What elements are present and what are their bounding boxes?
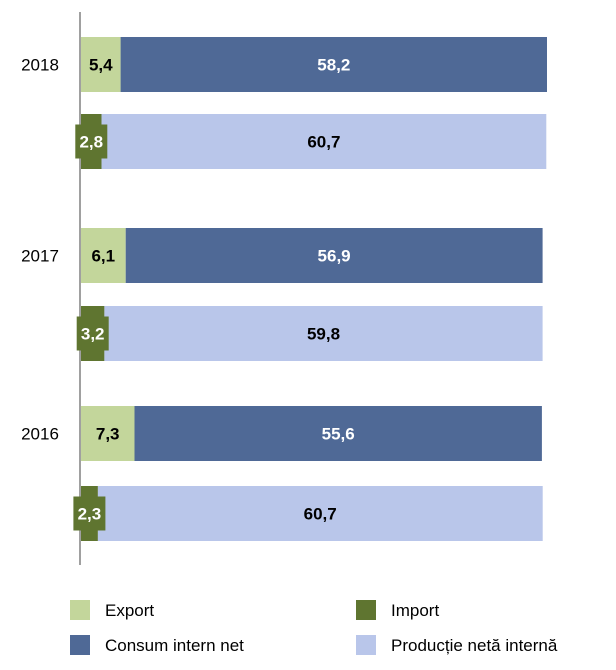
- legend-swatch-export: [70, 600, 90, 620]
- data-label-2017-consum-intern-net: 56,9: [318, 247, 351, 266]
- legend-swatch-productie-neta-interna: [356, 635, 376, 655]
- data-label-2017-productie-neta-interna: 59,8: [307, 325, 340, 344]
- data-label-box-2018-import: [75, 124, 108, 159]
- data-label-2016-export: 7,3: [96, 425, 120, 444]
- data-label-2016-consum-intern-net: 55,6: [322, 425, 355, 444]
- data-label-2016-import: 2,3: [78, 505, 102, 524]
- legend: Export Import Consum intern net Producție n…: [70, 600, 558, 655]
- data-label-box-2017-import: [76, 316, 109, 351]
- data-label-2018-import: 2,8: [79, 133, 103, 152]
- legend-label-import: Import: [391, 601, 439, 620]
- data-label-2017-import: 3,2: [81, 325, 105, 344]
- bar-2018-export: [81, 37, 121, 92]
- data-label-2018-productie-neta-interna: 60,7: [307, 133, 340, 152]
- legend-label-export: Export: [105, 601, 154, 620]
- category-label-2017: 2017: [21, 247, 59, 266]
- bar-2016-productie-neta-interna: [97, 486, 543, 541]
- legend-label-productie-neta-interna: Producție netă internă: [391, 636, 558, 655]
- bar-2017-export: [81, 228, 126, 283]
- labels-layer: 5,4 58,2 2,8 60,7 6,1 56,9 3,2 59,8 7,3 55,6 2,3 60…: [21, 56, 355, 531]
- legend-swatch-consum-intern-net: [70, 635, 90, 655]
- data-label-2016-productie-neta-interna: 60,7: [304, 505, 337, 524]
- bar-2017-productie-neta-interna: [104, 306, 543, 361]
- bar-2016-consum-intern-net: [134, 406, 542, 461]
- bar-2016-export: [81, 406, 135, 461]
- category-label-2018: 2018: [21, 56, 59, 75]
- category-label-2016: 2016: [21, 425, 59, 444]
- data-label-2018-export: 5,4: [89, 56, 113, 75]
- data-label-box-2016-import: [73, 496, 106, 531]
- bar-2017-consum-intern-net: [125, 228, 543, 283]
- data-label-2018-consum-intern-net: 58,2: [317, 56, 350, 75]
- bar-2018-consum-intern-net: [120, 37, 547, 92]
- bar-2018-productie-neta-interna: [101, 114, 547, 169]
- legend-label-consum-intern-net: Consum intern net: [105, 636, 244, 655]
- bars-layer: [81, 37, 547, 541]
- data-label-2017-export: 6,1: [91, 247, 115, 266]
- legend-swatch-import: [356, 600, 376, 620]
